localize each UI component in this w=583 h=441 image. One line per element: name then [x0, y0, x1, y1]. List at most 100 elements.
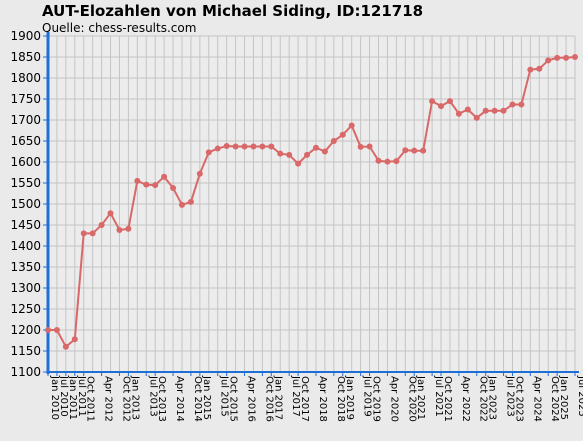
data-point [196, 170, 203, 177]
data-point [438, 103, 445, 110]
x-tick-label: Jul 2025 [576, 375, 583, 417]
x-tick-label: Jan 2023 [487, 375, 498, 420]
y-tick-label: 1150 [10, 344, 41, 358]
data-point [330, 138, 337, 144]
data-point [455, 110, 462, 117]
data-point [473, 114, 480, 121]
x-tick-label: Jul 2011 [76, 375, 87, 417]
x-tick-label: Jul 2021 [433, 375, 444, 417]
chart-source: Quelle: chess-results.com [42, 21, 197, 35]
x-tick-label: Oct 2022 [478, 376, 489, 422]
data-point [572, 54, 578, 60]
x-tick-label: Apr 2018 [317, 376, 328, 422]
data-point [134, 177, 141, 184]
x-tick-label: Oct 2012 [120, 376, 131, 422]
data-point [214, 145, 221, 152]
x-tick-label: Oct 2015 [228, 376, 239, 422]
chart-title: AUT-Elozahlen von Michael Siding, ID:121… [42, 2, 424, 20]
data-point [312, 144, 319, 151]
x-tick-label: Jul 2019 [362, 375, 373, 417]
x-tick-label: Oct 2024 [549, 376, 560, 422]
y-tick-label: 1100 [10, 365, 41, 379]
x-tick-label: Jan 2013 [129, 375, 140, 420]
x-tick-label: Apr 2014 [174, 376, 185, 422]
data-point [384, 158, 391, 165]
data-point [554, 54, 561, 61]
data-point [286, 151, 293, 158]
data-point [393, 158, 400, 165]
x-tick-label: Apr 2016 [246, 376, 257, 422]
data-point [482, 107, 489, 114]
x-tick-label: Jul 2013 [147, 375, 158, 417]
y-tick-label: 1800 [10, 71, 41, 85]
x-tick-label: Oct 2011 [85, 376, 96, 422]
x-tick-label: Jul 2023 [505, 375, 516, 417]
x-tick-label: Oct 2021 [442, 376, 453, 422]
data-point [71, 336, 78, 343]
data-point [366, 143, 373, 150]
x-tick-label: Apr 2024 [531, 376, 542, 422]
data-point [62, 343, 69, 350]
data-point [143, 181, 150, 188]
data-point [375, 157, 382, 164]
x-tick-label: Jan 2017 [272, 375, 283, 420]
y-tick-label: 1600 [10, 155, 41, 169]
data-point [536, 65, 543, 72]
x-tick-label: Jan 2010 [49, 375, 60, 420]
y-tick-label: 1350 [10, 260, 41, 274]
x-tick-label: Apr 2022 [460, 376, 471, 422]
data-point [429, 98, 436, 105]
x-tick-label: Jan 2015 [201, 375, 212, 420]
data-point [259, 143, 266, 150]
y-tick-label: 1700 [10, 113, 41, 127]
y-tick-label: 1750 [10, 92, 41, 106]
data-point [116, 227, 123, 234]
y-tick-label: 1400 [10, 239, 41, 253]
y-tick-label: 1300 [10, 281, 41, 295]
x-tick-label: Jul 2010 [58, 375, 69, 417]
x-tick-label: Jul 2015 [219, 375, 230, 417]
data-point [304, 151, 311, 158]
data-point [107, 210, 114, 217]
data-point [232, 143, 239, 150]
x-tick-label: Jan 2019 [344, 375, 355, 420]
data-point [187, 198, 194, 205]
data-point [464, 106, 471, 113]
data-point [53, 327, 60, 333]
data-point [446, 98, 453, 105]
x-tick-label: Oct 2018 [335, 376, 346, 422]
data-point [98, 222, 105, 228]
y-tick-label: 1900 [10, 29, 41, 43]
data-point [277, 150, 284, 157]
y-tick-label: 1200 [10, 323, 41, 337]
data-point [500, 107, 507, 114]
x-tick-label: Apr 2012 [103, 376, 114, 422]
data-point [491, 107, 498, 114]
data-point [268, 143, 275, 150]
x-tick-label: Jan 2025 [558, 375, 569, 420]
y-tick-label: 1850 [10, 50, 41, 64]
y-tick-label: 1450 [10, 218, 41, 232]
data-point [509, 101, 516, 108]
data-point [411, 147, 418, 154]
data-point [80, 230, 87, 237]
x-tick-label: Apr 2020 [388, 376, 399, 422]
data-point [563, 54, 570, 61]
x-tick-label: Oct 2014 [192, 376, 203, 422]
data-point [321, 148, 328, 155]
data-point [339, 131, 346, 138]
data-point [357, 143, 364, 150]
y-tick-label: 1650 [10, 134, 41, 148]
data-point [125, 225, 132, 232]
data-point [223, 143, 230, 150]
x-tick-label: Oct 2019 [371, 376, 382, 422]
data-point [402, 147, 409, 154]
y-tick-label: 1500 [10, 197, 41, 211]
x-tick-label: Oct 2020 [406, 376, 417, 422]
x-tick-label: Oct 2013 [156, 376, 167, 422]
data-point [170, 185, 177, 192]
data-point [89, 230, 96, 237]
x-tick-label: Oct 2017 [299, 376, 310, 422]
data-point [518, 101, 525, 108]
